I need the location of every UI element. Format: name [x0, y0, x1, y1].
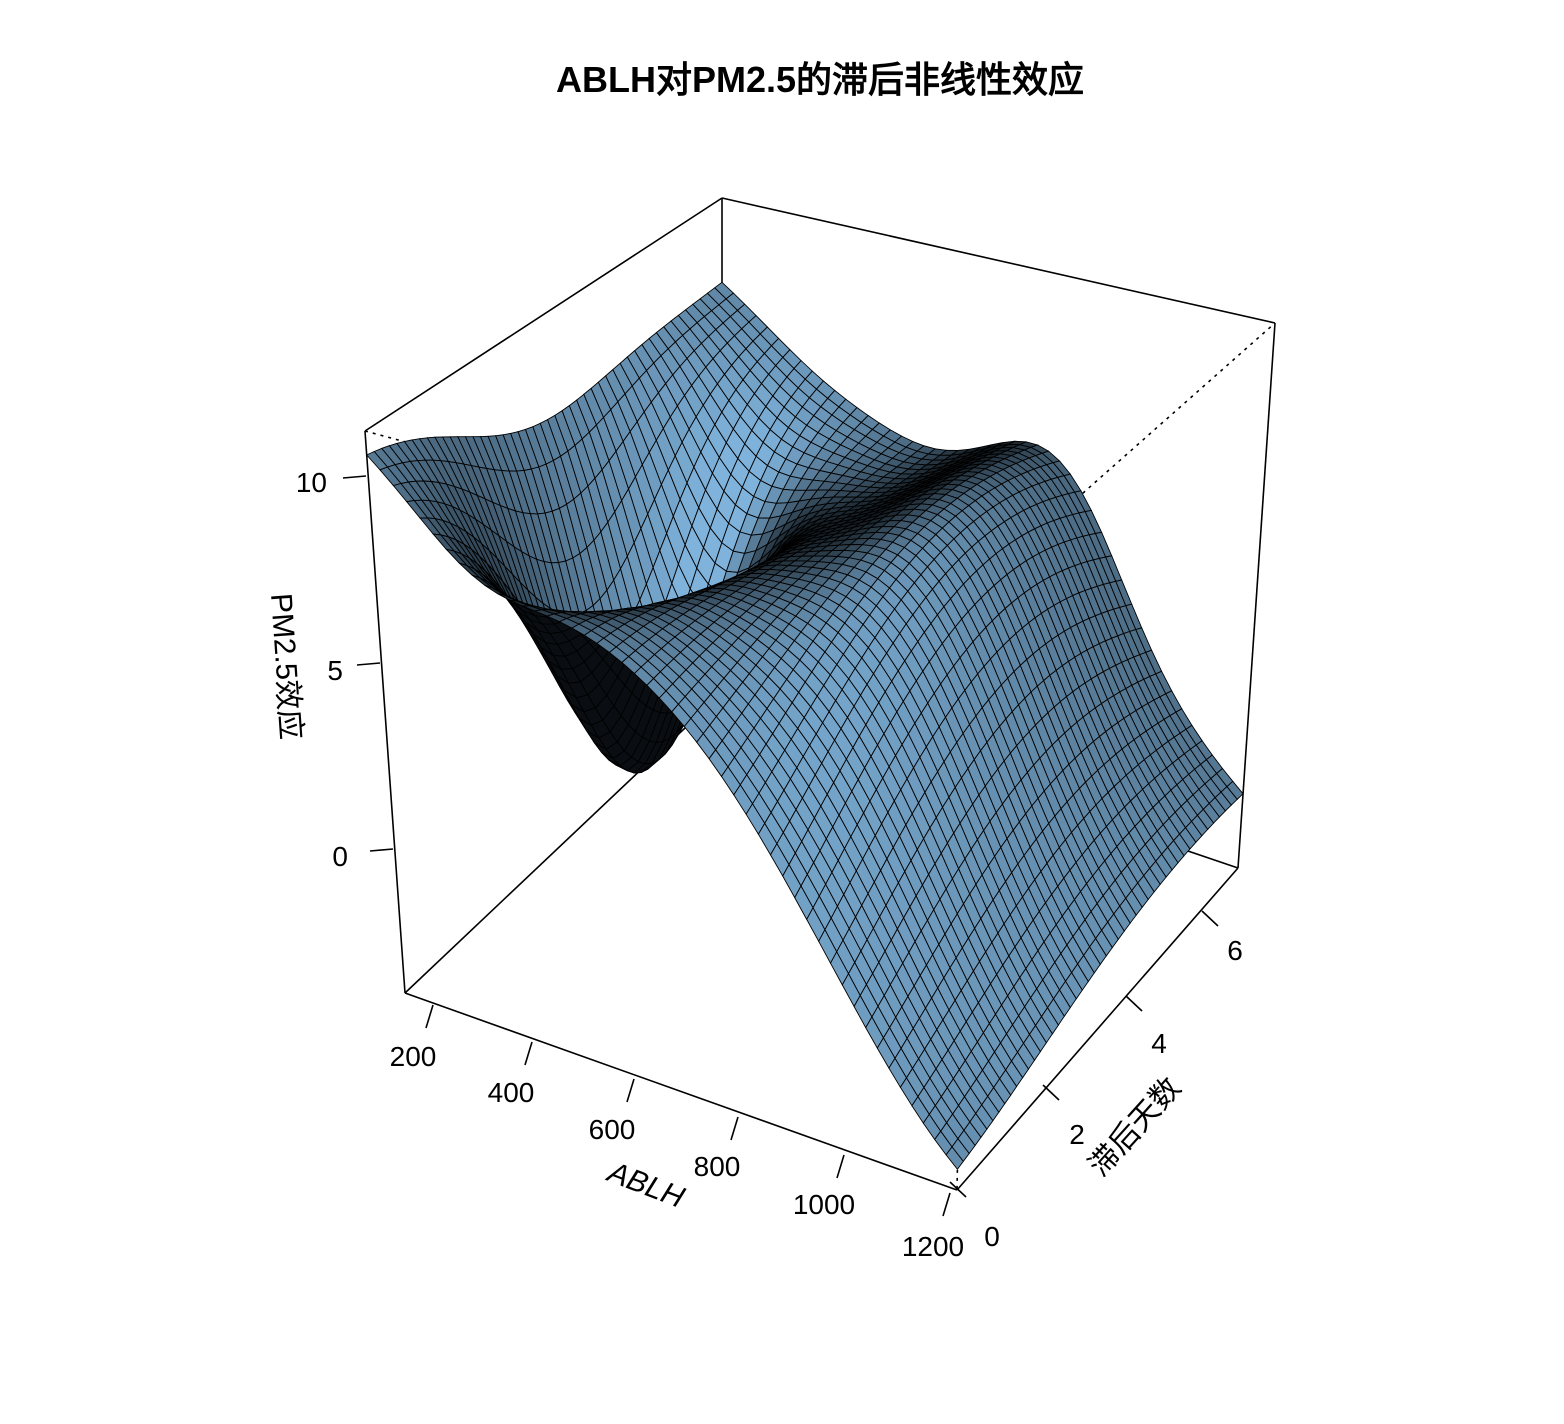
box-edge	[721, 197, 1276, 324]
x-axis-label: ABLH	[602, 1155, 689, 1215]
z-tick-label: 5	[327, 655, 343, 686]
box-edge	[1237, 322, 1276, 869]
y-axis-label: 滞后天数	[1083, 1071, 1188, 1182]
surface-mesh	[365, 281, 1244, 1171]
z-axis: 10 5 0 PM2.5效应	[264, 467, 394, 872]
box-front-edges	[364, 197, 1276, 1191]
chart-title: ABLH对PM2.5的滞后非线性效应	[556, 59, 1084, 100]
x-tick-label: 1200	[902, 1231, 964, 1262]
box-edge	[956, 867, 1239, 1191]
box-edge	[364, 430, 406, 994]
box-edge	[364, 197, 723, 432]
surface-facet	[945, 1146, 964, 1171]
y-tick-label: 2	[1069, 1119, 1085, 1150]
x-tick-label: 200	[390, 1041, 437, 1072]
x-tick-label: 400	[488, 1077, 535, 1108]
z-tick-label: 0	[332, 841, 348, 872]
x-tick-label: 800	[694, 1151, 741, 1182]
y-tick-label: 0	[984, 1221, 1000, 1252]
y-tick-label: 6	[1227, 935, 1243, 966]
box-edge	[404, 992, 958, 1191]
x-tick-label: 1000	[793, 1189, 855, 1220]
y-tick-label: 4	[1151, 1028, 1167, 1059]
x-tick-label: 600	[589, 1114, 636, 1145]
z-tick-label: 10	[296, 467, 327, 498]
z-axis-label: PM2.5效应	[264, 592, 307, 741]
